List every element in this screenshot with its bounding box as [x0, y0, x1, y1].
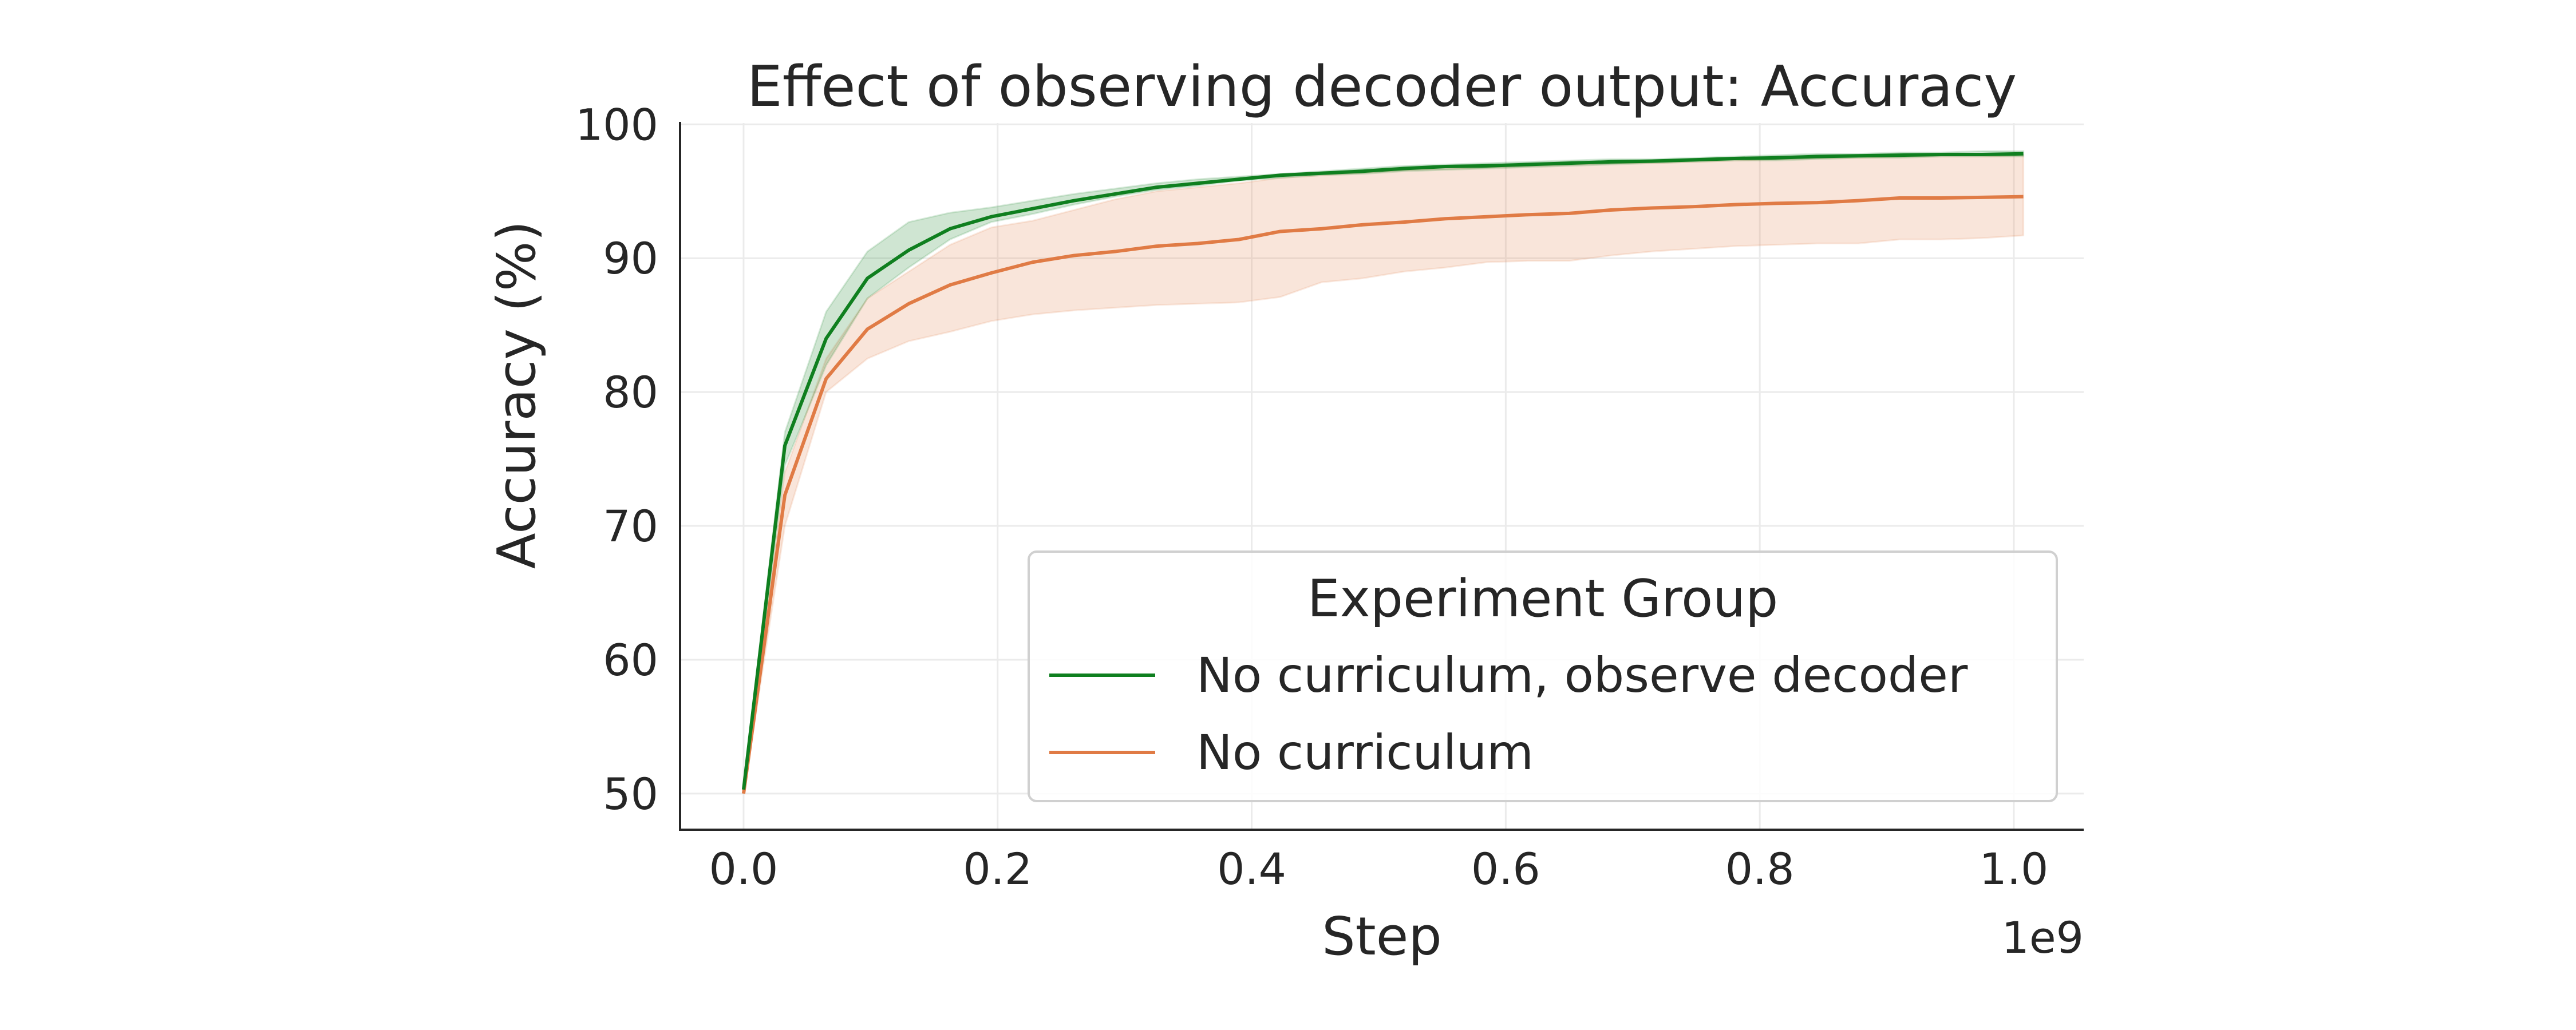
y-tick-label: 70: [603, 501, 658, 552]
confidence-bands: [742, 150, 2025, 794]
band-series-1: [742, 154, 2025, 794]
y-tick-label: 80: [603, 367, 658, 418]
grid: [680, 123, 2084, 830]
x-axis-label: Step: [1322, 906, 1441, 967]
legend-label-observe-decoder: No curriculum, observe decoder: [1196, 647, 1968, 703]
x-offset-label: 1e9: [2002, 912, 2084, 963]
y-tick-label: 90: [603, 233, 658, 284]
y-tick-label: 50: [603, 768, 658, 819]
chart-title: Effect of observing decoder output: Accu…: [747, 54, 2017, 120]
y-tick-label: 100: [575, 99, 658, 150]
legend-title: Experiment Group: [1307, 569, 1779, 629]
y-axis-label: Accuracy (%): [486, 221, 547, 569]
legend: Experiment Group No curriculum, observe …: [1028, 550, 2058, 802]
band-series-0: [742, 150, 2025, 794]
series-lines: [741, 152, 2024, 794]
legend-box: [1028, 550, 2058, 802]
x-tick-label: 1.0: [1980, 843, 2049, 894]
x-tick-label: 0.0: [709, 843, 779, 894]
x-tick-label: 0.8: [1725, 843, 1795, 894]
line-series-0: [741, 152, 2024, 790]
line-series-1: [741, 195, 2024, 794]
y-tick-label: 60: [603, 635, 658, 686]
x-tick-label: 0.4: [1217, 843, 1286, 894]
x-tick-label: 0.6: [1471, 843, 1540, 894]
x-tick-label: 0.2: [963, 843, 1032, 894]
y-ticks: 50 60 70 80 90 100: [575, 99, 658, 819]
legend-label-no-curriculum: No curriculum: [1196, 724, 1534, 781]
x-ticks: 0.0 0.2 0.4 0.6 0.8 1.0: [709, 843, 2049, 894]
